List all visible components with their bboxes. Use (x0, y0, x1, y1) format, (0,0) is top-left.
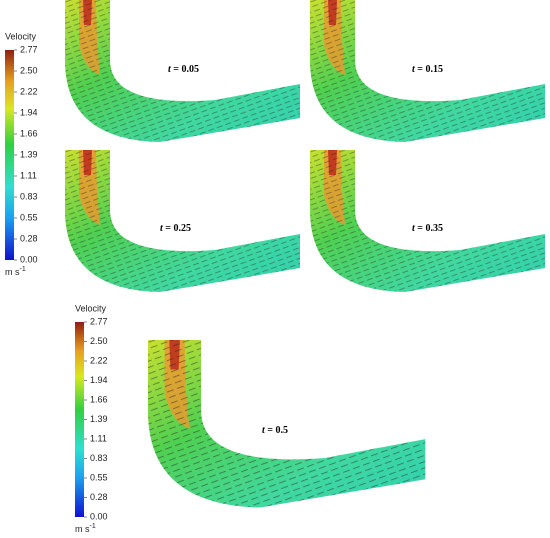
unit-base: m s (5, 267, 20, 277)
colorbar-tick-label: 1.39 (20, 149, 38, 159)
colorbar-tick-label: 2.77 (90, 316, 108, 326)
panel-value: = 0.15 (417, 64, 443, 75)
colorbar-tick-label: 1.11 (20, 170, 37, 180)
colorbar-tick-label: 2.50 (90, 336, 108, 346)
panel-label: t = 0.25 (160, 223, 191, 234)
colorbar-tick-label: 1.11 (90, 433, 107, 443)
unit-exponent: -1 (20, 266, 26, 273)
colorbar-unit: m s-1 (5, 266, 26, 278)
colorbar-tick-label: 1.94 (20, 107, 38, 117)
colorbar-tick-label: 0.55 (20, 212, 38, 222)
panel-symbol: t (168, 64, 172, 75)
panel-value: = 0.05 (173, 64, 199, 75)
panel-label: t = 0.15 (412, 64, 443, 75)
colorbar-tick-label: 0.28 (20, 233, 38, 243)
colorbar-tick-label: 2.22 (20, 86, 38, 96)
colorbar-tick-label: 0.83 (90, 453, 108, 463)
colorbar-scale (5, 50, 14, 260)
colorbar-tick-label: 0.00 (20, 254, 38, 264)
colorbar-tick-label: 1.94 (90, 375, 108, 385)
colorbar-tick-label: 2.22 (90, 355, 108, 365)
flow-panel (310, 150, 545, 292)
panel-label: t = 0.35 (412, 223, 443, 234)
panel-value: = 0.35 (417, 223, 443, 234)
colorbar-tick-label: 1.66 (90, 394, 108, 404)
colorbar: Velocity 0.00 0.28 0.55 0.83 1.11 1.39 1.66 1.94… (5, 31, 38, 277)
colorbar-tick-label: 2.77 (20, 44, 38, 54)
colorbar-title: Velocity (5, 31, 37, 41)
colorbar-tick-label: 0.28 (90, 492, 108, 502)
colorbar-scale (75, 322, 84, 517)
unit-base: m s (75, 524, 90, 534)
colorbar-unit: m s-1 (75, 523, 96, 535)
colorbar-tick-label: 0.83 (20, 191, 38, 201)
panel-value: = 0.25 (165, 223, 191, 234)
flow-panel (65, 150, 300, 292)
colorbar-tick-label: 1.39 (90, 414, 108, 424)
colorbar-tick-label: 2.50 (20, 65, 38, 75)
panel-label: t = 0.5 (262, 425, 288, 436)
unit-exponent: -1 (90, 523, 96, 530)
panel-symbol: t (160, 223, 164, 234)
panel-symbol: t (262, 425, 266, 436)
panel-symbol: t (412, 64, 416, 75)
colorbar-tick-label: 0.55 (90, 472, 108, 482)
colorbar-title: Velocity (75, 303, 107, 313)
panel-value: = 0.5 (267, 425, 288, 436)
colorbar: Velocity 0.00 0.28 0.55 0.83 1.11 1.39 1.66 1.94… (75, 303, 108, 534)
panel-symbol: t (412, 223, 416, 234)
colorbar-tick-label: 1.66 (20, 128, 38, 138)
flow-panel (148, 340, 426, 508)
colorbar-tick-label: 0.00 (90, 511, 108, 521)
panel-label: t = 0.05 (168, 64, 199, 75)
